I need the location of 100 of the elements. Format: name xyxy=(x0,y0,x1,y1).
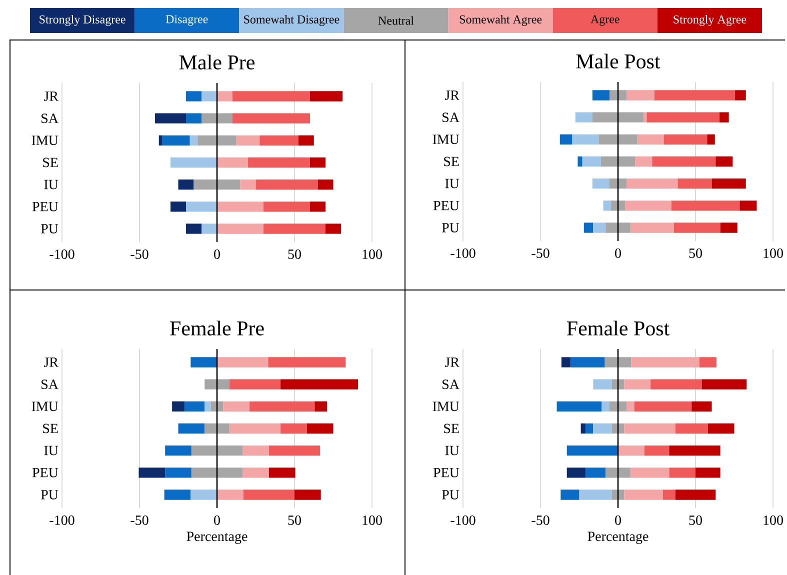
y-tick-label: IMU xyxy=(432,134,460,144)
bar xyxy=(202,91,218,102)
y-tick-label: IMU xyxy=(32,136,58,146)
x-tick-label: -100 xyxy=(450,248,476,258)
bar xyxy=(190,135,198,146)
bar xyxy=(624,423,676,434)
bar xyxy=(164,490,191,500)
bar xyxy=(606,468,630,478)
y-tick-label: PU xyxy=(442,490,460,500)
bar xyxy=(712,178,746,189)
bar xyxy=(217,490,244,500)
text: Agree xyxy=(590,15,620,26)
y-tick-label: SA xyxy=(42,380,58,390)
bar xyxy=(654,90,736,100)
bar xyxy=(674,222,720,233)
y-tick-label: IU xyxy=(44,446,58,456)
y-tick-label: JR xyxy=(445,358,460,367)
bar xyxy=(314,401,328,412)
bar xyxy=(669,445,720,456)
y-tick-label: PEU xyxy=(32,202,58,212)
bar xyxy=(609,401,627,412)
y-tick-label: JR xyxy=(445,90,460,100)
bar xyxy=(178,179,194,190)
x-tick-label: 0 xyxy=(214,250,220,259)
bar xyxy=(280,379,358,390)
bar xyxy=(611,200,625,211)
bar xyxy=(699,357,716,368)
bar xyxy=(585,423,594,434)
x-tick-label: 100 xyxy=(362,250,382,259)
bar xyxy=(671,200,740,211)
bar xyxy=(217,91,233,102)
bar xyxy=(602,401,610,412)
y-tick-label: PU xyxy=(442,223,460,232)
bar xyxy=(186,224,202,234)
bar xyxy=(204,401,211,412)
bar xyxy=(566,468,586,478)
bar xyxy=(644,445,670,456)
bar xyxy=(268,468,296,478)
bar xyxy=(593,222,606,233)
bar xyxy=(294,490,321,500)
bar xyxy=(585,468,606,478)
y-tick-label: IU xyxy=(445,178,460,188)
y-tick-label: PU xyxy=(41,490,58,500)
bar xyxy=(716,156,733,167)
bar xyxy=(560,134,572,144)
bar xyxy=(578,156,582,167)
bar xyxy=(662,490,676,500)
bar xyxy=(635,156,652,167)
bar xyxy=(593,379,612,390)
bar xyxy=(170,157,218,168)
bar xyxy=(634,401,692,412)
bar xyxy=(580,423,586,434)
bar xyxy=(735,90,746,100)
bar xyxy=(560,490,580,500)
x-axis-title: Percentage xyxy=(588,532,648,544)
bar xyxy=(570,357,605,368)
text: Strongly Disagree xyxy=(40,15,126,26)
bar xyxy=(260,135,298,146)
chart-title: Male Pre xyxy=(179,54,254,70)
x-tick-label: 50 xyxy=(689,248,702,258)
text: Neutral xyxy=(378,16,414,25)
bar xyxy=(630,222,674,233)
bar xyxy=(592,90,610,100)
bar xyxy=(190,357,218,368)
bar xyxy=(232,113,310,124)
y-tick-label: SE xyxy=(43,158,58,168)
bar xyxy=(575,112,592,122)
bar xyxy=(326,224,342,234)
bar xyxy=(306,423,334,434)
y-tick-label: PEU xyxy=(32,468,58,478)
x-tick-label: 100 xyxy=(764,516,783,525)
bar xyxy=(264,224,326,234)
bar xyxy=(165,445,192,456)
y-tick-label: IMU xyxy=(432,402,460,412)
bar xyxy=(194,179,240,190)
bar xyxy=(609,178,627,189)
bar xyxy=(229,379,281,390)
bar xyxy=(720,222,738,233)
bar xyxy=(637,134,664,144)
y-tick-label: PEU xyxy=(433,468,460,478)
text: Somewaht Agree xyxy=(460,15,542,26)
bar xyxy=(584,222,594,233)
bar xyxy=(223,401,250,412)
bar xyxy=(158,135,162,146)
bar xyxy=(720,112,729,122)
bar xyxy=(217,224,264,234)
y-tick-label: SE xyxy=(43,424,58,434)
bar xyxy=(190,490,218,500)
x-tick-label: 100 xyxy=(362,516,382,525)
x-tick-label: 50 xyxy=(689,516,702,525)
bar xyxy=(631,357,700,368)
x-tick-label: -100 xyxy=(450,516,476,525)
bar xyxy=(138,468,166,478)
bar xyxy=(298,135,314,146)
bar xyxy=(664,134,708,144)
bar xyxy=(626,401,634,412)
y-tick-label: IU xyxy=(445,446,460,456)
bar xyxy=(624,200,672,211)
bar xyxy=(248,157,310,168)
x-tick-label: 0 xyxy=(615,248,621,258)
